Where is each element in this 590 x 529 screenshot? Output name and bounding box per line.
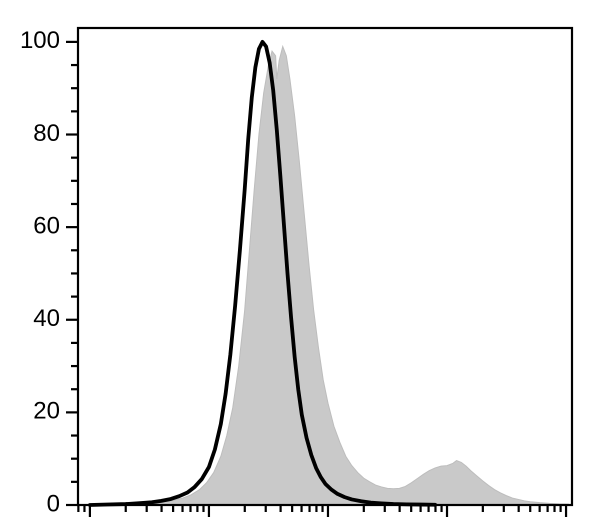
y-tick-label: 20 xyxy=(33,398,60,425)
chart-svg: 0 20 40 60 80 100 xyxy=(0,0,590,529)
y-tick-label: 80 xyxy=(33,120,60,147)
histogram-chart: 0 20 40 60 80 100 xyxy=(0,0,590,529)
y-tick-label: 60 xyxy=(33,212,60,239)
y-tick-label: 100 xyxy=(20,27,60,54)
series-filled xyxy=(90,47,569,505)
y-tick-label: 0 xyxy=(47,490,60,517)
y-tick-label: 40 xyxy=(33,305,60,332)
